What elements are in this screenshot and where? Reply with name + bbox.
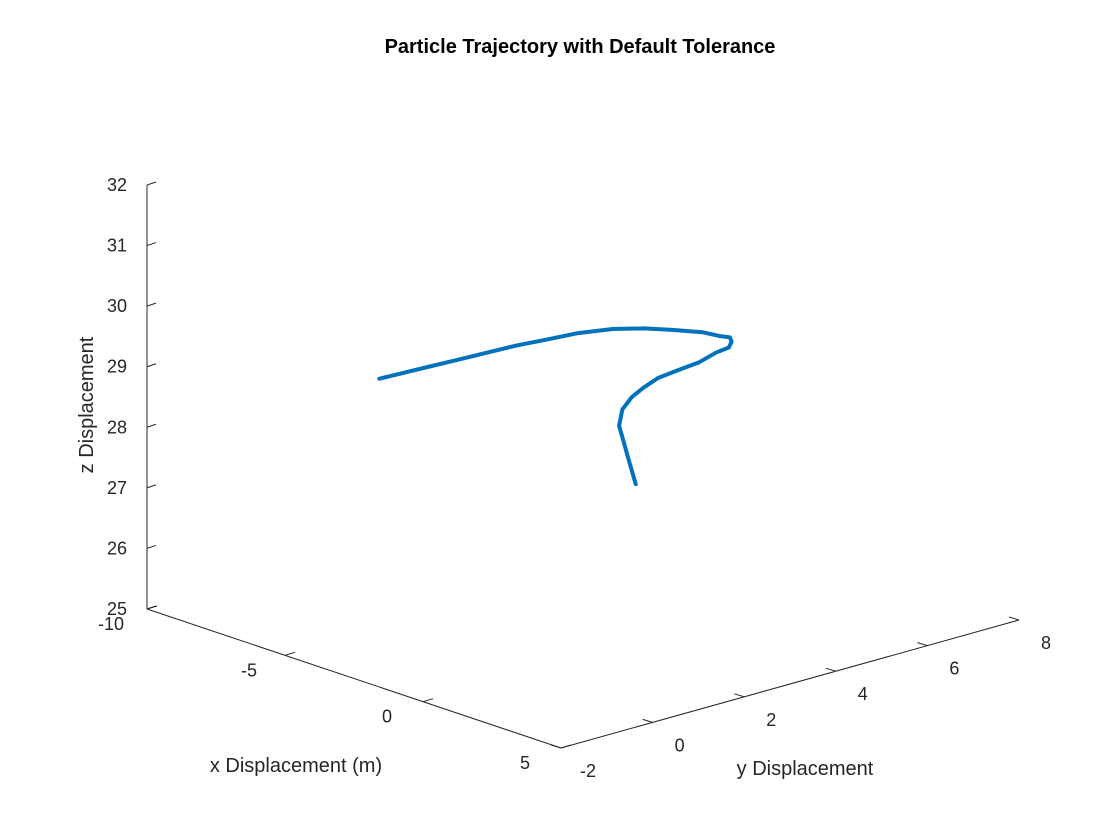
trajectory-line bbox=[377, 326, 734, 487]
y-tick-label: -2 bbox=[580, 761, 596, 781]
z-tick-label: 29 bbox=[107, 357, 127, 377]
x-axis-label: x Displacement (m) bbox=[210, 755, 382, 777]
z-tick-label: 27 bbox=[107, 478, 127, 498]
z-tick-label: 30 bbox=[107, 296, 127, 316]
chart-title: Particle Trajectory with Default Toleran… bbox=[385, 36, 776, 58]
x-tick-mark bbox=[146, 605, 158, 610]
z-tick-mark bbox=[146, 181, 157, 186]
z-axis-label: z Displacement bbox=[76, 336, 98, 473]
x-tick-label: -5 bbox=[241, 660, 257, 680]
z-tick-mark bbox=[146, 242, 157, 247]
x-tick-mark bbox=[284, 651, 296, 656]
y-axis-line bbox=[560, 619, 1020, 749]
y-tick-mark bbox=[1008, 616, 1020, 621]
y-tick-label: 8 bbox=[1041, 633, 1051, 653]
z-tick-mark bbox=[146, 363, 157, 368]
x-tick-mark bbox=[422, 698, 434, 703]
y-tick-label: 4 bbox=[858, 684, 868, 704]
z-tick-mark bbox=[146, 302, 157, 307]
z-tick-mark bbox=[146, 423, 157, 428]
x-axis: -10 -5 0 5 bbox=[98, 605, 572, 773]
y-tick-mark bbox=[734, 693, 745, 698]
y-tick-label: 2 bbox=[766, 710, 776, 730]
z-axis: 25 26 27 28 29 30 31 32 bbox=[107, 175, 157, 619]
z-tick-label: 31 bbox=[107, 236, 127, 256]
z-tick-label: 32 bbox=[107, 175, 127, 195]
x-tick-label: 5 bbox=[520, 753, 530, 773]
y-tick-mark bbox=[550, 744, 562, 749]
series-layer bbox=[377, 326, 734, 487]
z-tick-mark bbox=[146, 484, 157, 489]
y-tick-label: 6 bbox=[949, 659, 959, 679]
x-axis-line bbox=[146, 608, 562, 749]
x-tick-label: -10 bbox=[98, 614, 124, 634]
y-axis: -2 0 2 4 6 8 bbox=[550, 616, 1051, 781]
y-tick-mark bbox=[917, 642, 928, 647]
z-tick-mark bbox=[146, 544, 157, 549]
z-tick-label: 28 bbox=[107, 417, 127, 437]
y-tick-label: 0 bbox=[675, 735, 685, 755]
y-axis-label: y Displacement bbox=[737, 758, 874, 780]
y-tick-mark bbox=[825, 667, 836, 672]
y-tick-mark bbox=[642, 718, 653, 723]
x-tick-label: 0 bbox=[382, 707, 392, 727]
z-tick-label: 25 bbox=[107, 599, 127, 619]
z-tick-label: 26 bbox=[107, 538, 127, 558]
